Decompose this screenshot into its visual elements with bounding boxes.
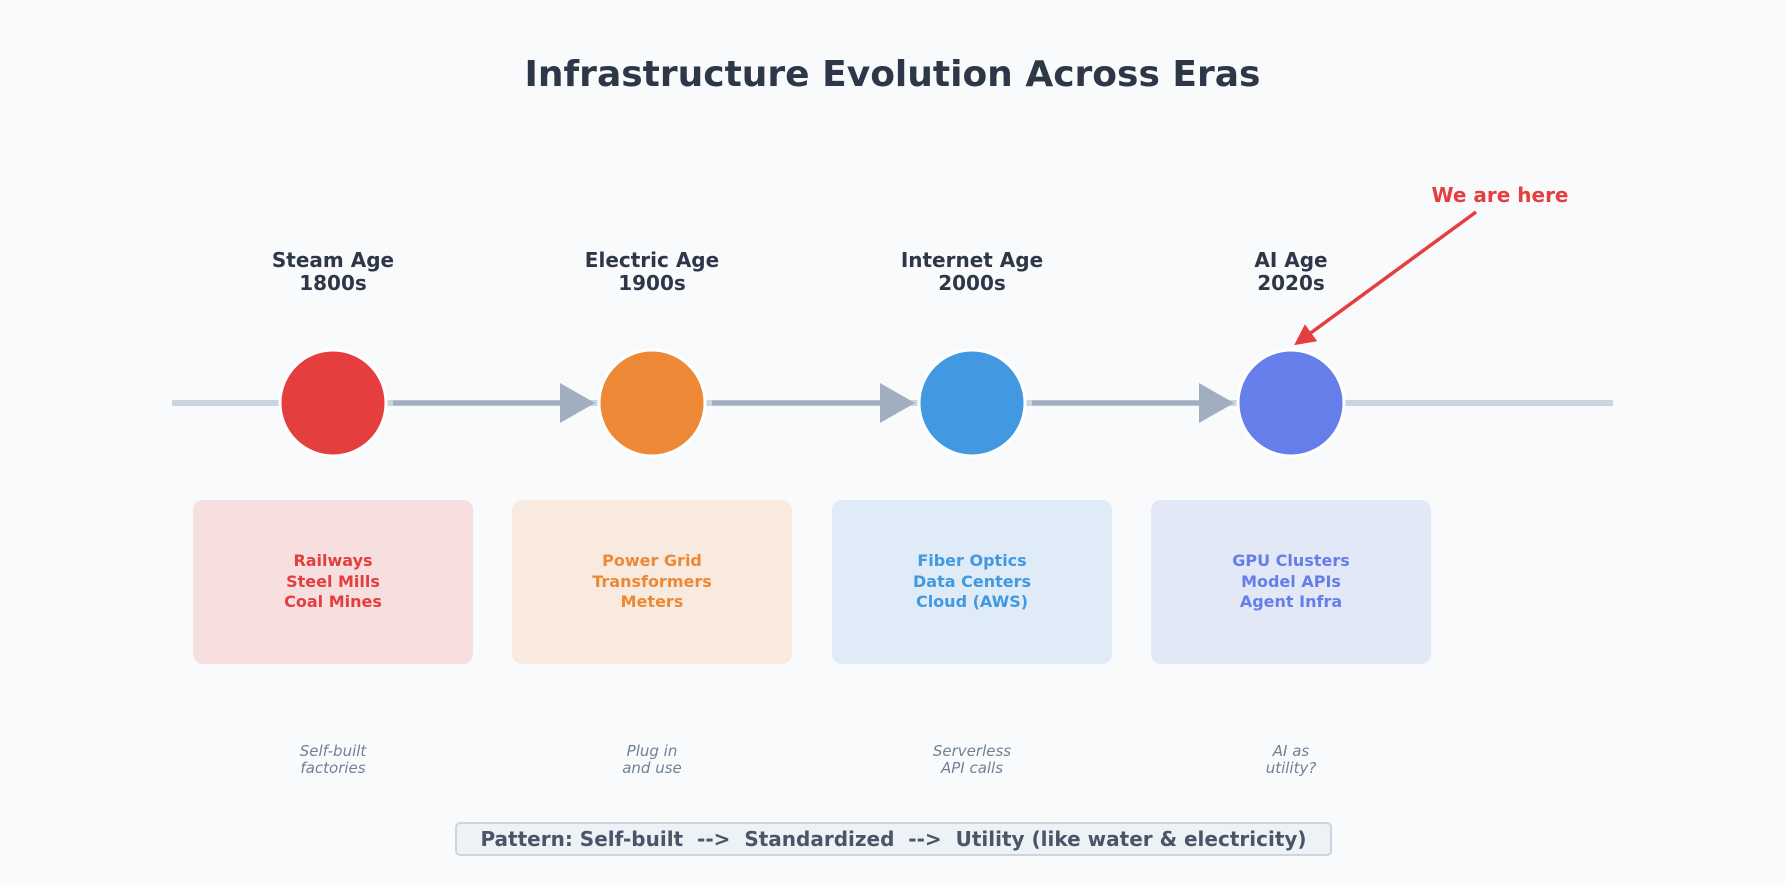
era-name: Electric Age (584, 248, 720, 272)
we-are-here-arrow (1294, 210, 1478, 346)
pattern-summary: Pattern: Self-built --> Standardized -->… (455, 822, 1332, 856)
caption-line: factories (300, 759, 366, 777)
caption-line: AI as (1272, 742, 1310, 760)
era-caption: Self-built factories (233, 743, 433, 777)
infrastructure-item: Model APIs (1241, 571, 1341, 591)
era-node (597, 348, 707, 458)
infrastructure-item: Fiber Optics (917, 551, 1027, 571)
caption-line: utility? (1265, 759, 1317, 777)
era-node (278, 348, 388, 458)
era-name: AI Age (1254, 248, 1328, 272)
era-infrastructure-box: Fiber Optics Data Centers Cloud (AWS) (832, 500, 1112, 664)
caption-line: and use (622, 759, 682, 777)
we-are-here-label: We are here (1431, 183, 1569, 207)
infrastructure-item: Meters (620, 592, 684, 612)
era-caption: Plug in and use (552, 743, 752, 777)
era-label: AI Age 2020s (1161, 249, 1421, 295)
era-period: 2020s (1257, 271, 1325, 295)
infrastructure-item: Coal Mines (284, 592, 382, 612)
era-period: 1800s (299, 271, 367, 295)
era-name: Internet Age (900, 248, 1044, 272)
infrastructure-item: Railways (293, 551, 373, 571)
era-infrastructure-box: Railways Steel Mills Coal Mines (193, 500, 473, 664)
era-period: 1900s (618, 271, 686, 295)
era-label: Electric Age 1900s (522, 249, 782, 295)
infrastructure-item: Agent Infra (1239, 592, 1343, 612)
caption-line: Serverless (932, 742, 1012, 760)
caption-line: API calls (940, 759, 1004, 777)
infrastructure-item: Transformers (592, 571, 712, 591)
caption-line: Plug in (626, 742, 678, 760)
era-node (1236, 348, 1346, 458)
era-infrastructure-box: Power Grid Transformers Meters (512, 500, 792, 664)
era-name: Steam Age (271, 248, 395, 272)
infrastructure-item: Data Centers (913, 571, 1031, 591)
infrastructure-item: Power Grid (602, 551, 702, 571)
era-caption: Serverless API calls (872, 743, 1072, 777)
infrastructure-item: GPU Clusters (1232, 551, 1350, 571)
infrastructure-item: Cloud (AWS) (915, 592, 1029, 612)
era-label: Steam Age 1800s (203, 249, 463, 295)
era-label: Internet Age 2000s (842, 249, 1102, 295)
era-infrastructure-box: GPU Clusters Model APIs Agent Infra (1151, 500, 1431, 664)
era-period: 2000s (938, 271, 1006, 295)
era-caption: AI as utility? (1191, 743, 1391, 777)
caption-line: Self-built (299, 742, 367, 760)
infrastructure-item: Steel Mills (286, 571, 380, 591)
era-node (917, 348, 1027, 458)
diagram-title: Infrastructure Evolution Across Eras (524, 54, 1261, 95)
